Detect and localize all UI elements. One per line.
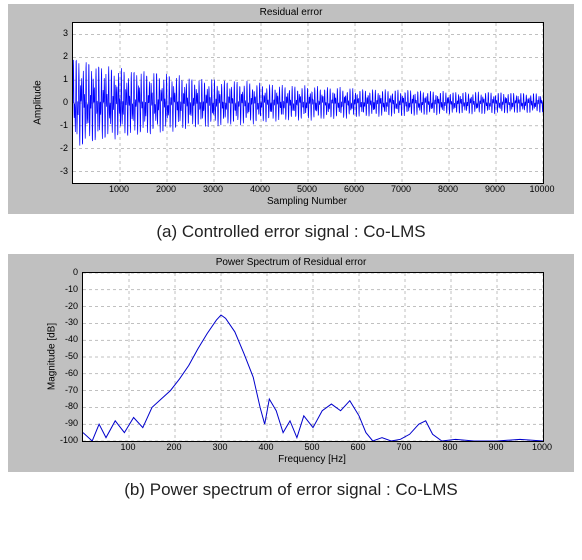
chart-b-ylabel: Magnitude [dB]	[47, 317, 58, 397]
chart-b-xtick: 500	[297, 442, 327, 452]
chart-b-xtick: 800	[435, 442, 465, 452]
chart-b-plot	[82, 272, 544, 442]
chart-a-ytick: -3	[48, 166, 68, 176]
chart-a-title: Residual error	[8, 4, 574, 20]
chart-b-xtick: 700	[389, 442, 419, 452]
chart-a-xtick: 7000	[386, 184, 416, 194]
caption-a: (a) Controlled error signal : Co-LMS	[0, 216, 582, 250]
chart-b-xlabel: Frequency [Hz]	[212, 454, 412, 465]
chart-b-panel: Power Spectrum of Residual error -100-90…	[8, 254, 574, 472]
chart-a-ytick: 1	[48, 74, 68, 84]
chart-a-plot	[72, 22, 544, 184]
chart-b-title: Power Spectrum of Residual error	[8, 254, 574, 270]
chart-a-xtick: 1000	[104, 184, 134, 194]
chart-a-xtick: 4000	[245, 184, 275, 194]
chart-a-ytick: -1	[48, 120, 68, 130]
chart-b-xtick: 900	[481, 442, 511, 452]
chart-a-xtick: 5000	[292, 184, 322, 194]
chart-b-xtick: 600	[343, 442, 373, 452]
chart-a-xtick: 8000	[433, 184, 463, 194]
chart-a-xtick: 9000	[480, 184, 510, 194]
chart-a-xtick: 6000	[339, 184, 369, 194]
chart-a-ytick: 3	[48, 28, 68, 38]
chart-a-ytick: 2	[48, 51, 68, 61]
chart-a-xtick: 2000	[151, 184, 181, 194]
chart-a-panel: Residual error -3 -2 -1 0 1 2 3 1000 2000 3000 400…	[8, 4, 574, 214]
chart-b-xtick: 300	[205, 442, 235, 452]
chart-b-xtick: 200	[159, 442, 189, 452]
chart-a-xtick: 10000	[527, 184, 557, 194]
chart-b-ytick: -20	[52, 301, 78, 311]
chart-b-xtick: 1000	[527, 442, 557, 452]
chart-b-ytick: -100	[52, 435, 78, 445]
chart-b-ytick: -10	[52, 284, 78, 294]
chart-b-ytick: -80	[52, 401, 78, 411]
chart-b-xtick: 100	[113, 442, 143, 452]
chart-a-ytick: -2	[48, 143, 68, 153]
chart-a-xlabel: Sampling Number	[207, 196, 407, 207]
chart-a-xtick: 3000	[198, 184, 228, 194]
chart-b-xtick: 400	[251, 442, 281, 452]
chart-a-ytick: 0	[48, 97, 68, 107]
chart-b-ytick: -90	[52, 418, 78, 428]
caption-b: (b) Power spectrum of error signal : Co-…	[0, 474, 582, 508]
chart-b-ytick: 0	[52, 267, 78, 277]
chart-a-ylabel: Amplitude	[33, 80, 44, 124]
